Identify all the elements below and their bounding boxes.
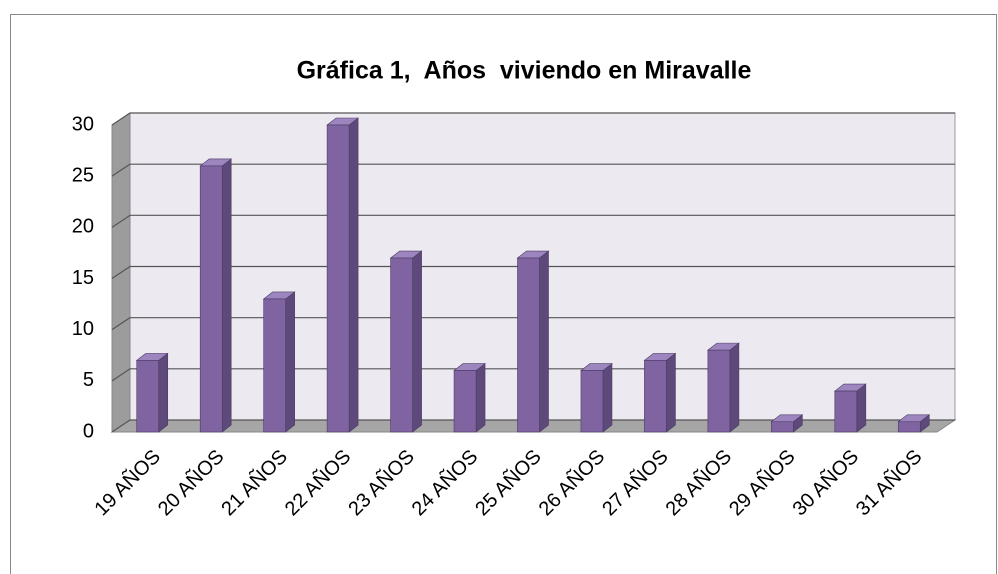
bar-side bbox=[285, 291, 295, 433]
chart-title: Gráfica 1, Años viviendo en Miravalle bbox=[297, 57, 752, 85]
bar-side bbox=[666, 352, 676, 433]
bar-side bbox=[158, 352, 169, 433]
bar-side bbox=[856, 383, 867, 433]
bar bbox=[897, 421, 921, 433]
bar bbox=[771, 421, 794, 433]
bar-side bbox=[221, 158, 232, 433]
bar bbox=[453, 370, 477, 433]
y-tick-label: 20 bbox=[72, 216, 94, 238]
bar-side bbox=[729, 342, 740, 433]
bar-side bbox=[348, 117, 359, 433]
y-tick-label: 30 bbox=[72, 113, 94, 135]
y-tick-label: 10 bbox=[72, 318, 94, 340]
bar bbox=[390, 257, 413, 433]
bar bbox=[199, 165, 223, 433]
bar-side bbox=[602, 362, 613, 433]
bar bbox=[644, 360, 667, 433]
grid-line bbox=[111, 317, 955, 331]
bar bbox=[834, 390, 858, 433]
grid-line bbox=[111, 368, 955, 382]
grid-line bbox=[111, 214, 955, 228]
y-tick-label: 25 bbox=[72, 164, 94, 186]
grid-line bbox=[111, 419, 955, 433]
y-tick-label: 0 bbox=[83, 420, 94, 442]
bar-side bbox=[539, 250, 549, 433]
grid-line bbox=[111, 112, 955, 126]
grid-line bbox=[111, 265, 955, 279]
bar bbox=[136, 360, 160, 433]
bar bbox=[707, 349, 731, 433]
y-tick-label: 5 bbox=[83, 369, 94, 391]
y-tick-label: 15 bbox=[72, 267, 94, 289]
bar bbox=[263, 298, 286, 433]
bar bbox=[580, 370, 604, 433]
bar bbox=[517, 257, 540, 433]
grid-line bbox=[111, 163, 955, 177]
bar-side bbox=[412, 250, 422, 433]
bar bbox=[326, 124, 350, 433]
bar-side bbox=[475, 362, 486, 433]
